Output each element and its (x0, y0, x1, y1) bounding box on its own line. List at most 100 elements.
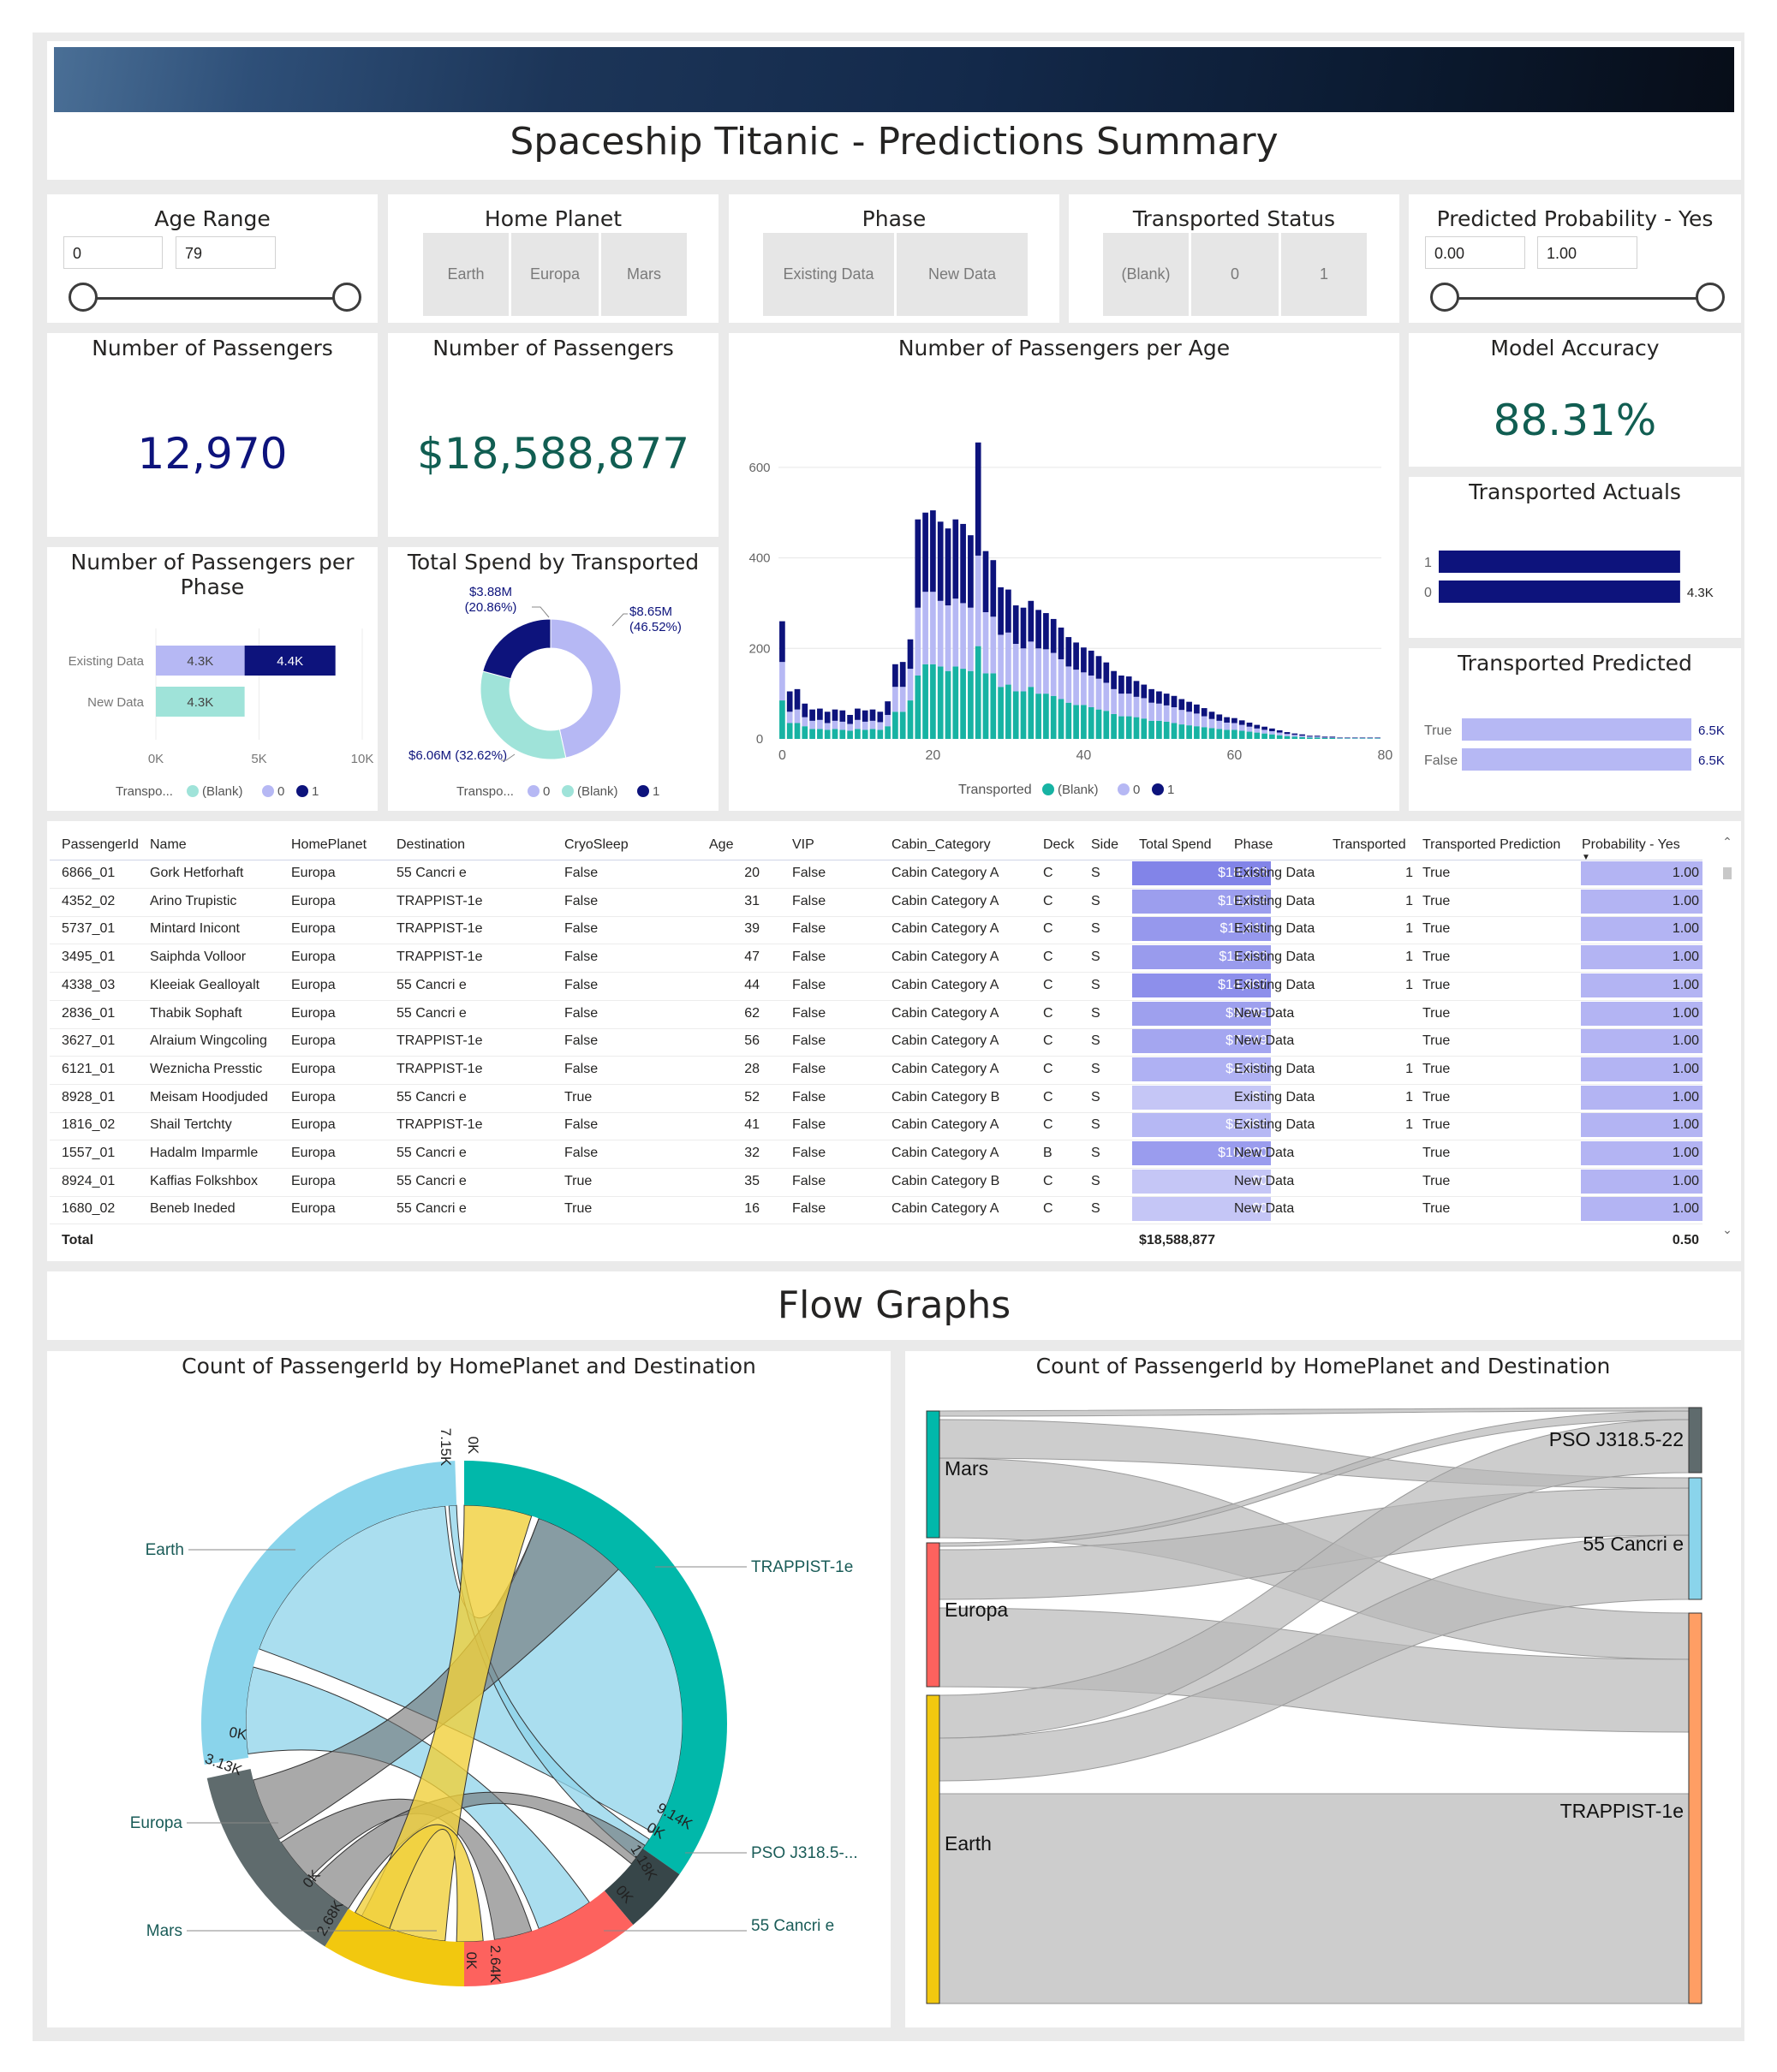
probability-min-handle[interactable] (1430, 283, 1459, 312)
bar-segment (907, 669, 914, 701)
table-row[interactable]: 4338_03 Kleeiak Gealloyalt Europa 55 Cancri… (50, 972, 1702, 1001)
home-planet-option-earth[interactable]: Earth (423, 233, 509, 316)
table-row[interactable]: 1680_02 Beneb Ineded Europa 55 Cancri e True… (50, 1195, 1702, 1225)
phase-title: Phase (862, 206, 927, 231)
table-cell: 1.00 (1672, 921, 1699, 937)
table-card (47, 821, 1741, 1261)
probability-cell-bg (1581, 917, 1702, 942)
probability-max-handle[interactable] (1696, 283, 1725, 312)
column-header[interactable]: CryoSleep (564, 837, 629, 852)
table-cell: 31 (744, 893, 760, 908)
bar-segment (1321, 737, 1328, 738)
scroll-down-icon[interactable]: ⌄ (1722, 1223, 1732, 1236)
table-row[interactable]: 3495_01 Saiphda Volloor Europa TRAPPIST-1e F… (50, 944, 1702, 973)
bar-segment (877, 722, 884, 730)
column-header[interactable]: Deck (1043, 837, 1075, 852)
bar-segment (1050, 652, 1057, 696)
status-option-1[interactable]: 1 (1281, 233, 1367, 316)
table-row[interactable]: 5737_01 Mintard Inicont Europa TRAPPIST-1e F… (50, 915, 1702, 945)
bar-data-label: 6.5K (1698, 753, 1725, 768)
bar-segment (1163, 721, 1170, 739)
table-row[interactable]: 6866_01 Gork Hetforhaft Europa 55 Cancri e F… (50, 860, 1702, 889)
bar-segment (1081, 647, 1087, 673)
column-header[interactable]: PassengerId (62, 837, 139, 852)
table-cell: Existing Data (1234, 866, 1315, 880)
table-cell: 55 Cancri e (397, 1146, 467, 1160)
bar-segment (899, 662, 906, 688)
table-row[interactable]: 2836_01 Thabik Sophaft Europa 55 Cancri e Fa… (50, 1000, 1702, 1029)
phase-option-existing[interactable]: Existing Data (763, 233, 894, 316)
table-scrollbar[interactable]: ⌃ ⌄ (1721, 835, 1733, 1237)
bar-segment (1118, 676, 1124, 694)
column-header[interactable]: HomePlanet (291, 837, 367, 852)
table-cell: 1680_02 (62, 1201, 116, 1217)
table-cell: S (1091, 950, 1100, 965)
column-header[interactable]: Phase (1234, 837, 1273, 852)
sort-desc-icon[interactable]: ▼ (1582, 853, 1590, 862)
phase-option-new[interactable]: New Data (897, 233, 1028, 316)
column-header[interactable]: Transported (1333, 837, 1406, 852)
table-cell: 1.00 (1672, 866, 1699, 880)
table-row[interactable]: 8928_01 Meisam Hoodjuded Europa 55 Cancri e… (50, 1084, 1702, 1113)
column-header[interactable]: Transported Prediction (1422, 837, 1561, 852)
bar-segment (1156, 691, 1162, 704)
table-cell: 41 (744, 1117, 760, 1133)
table-row[interactable]: 3627_01 Alraium Wingcoling Europa TRAPPIST-… (50, 1027, 1702, 1057)
table-row[interactable]: 4352_02 Arino Trupistic Europa TRAPPIST-1e F… (50, 888, 1702, 917)
bar-segment (1156, 703, 1162, 721)
bar-segment (930, 664, 936, 739)
sankey-source-node (926, 1410, 940, 1539)
table-cell: New Data (1234, 1146, 1295, 1160)
table-cell: 1.00 (1672, 1201, 1699, 1217)
legend-dot (1042, 783, 1054, 795)
age-min-handle[interactable] (69, 283, 98, 312)
bar-segment (1231, 717, 1237, 723)
bar-segment (1246, 726, 1253, 732)
table-row[interactable]: 8924_01 Kaffias Folkshbox Europa 55 Cancri … (50, 1168, 1702, 1197)
leader-line (532, 606, 550, 618)
table-cell: 1816_02 (62, 1117, 116, 1133)
table-cell: False (792, 1033, 826, 1049)
bar-segment (892, 687, 898, 712)
scroll-thumb[interactable] (1723, 867, 1732, 879)
chord-label-europa: Europa (130, 1814, 183, 1832)
bar-segment (1337, 737, 1343, 739)
age-max-handle[interactable] (332, 283, 361, 312)
column-header[interactable]: Side (1091, 837, 1119, 852)
column-header[interactable]: Age (709, 837, 734, 852)
status-option-0[interactable]: 0 (1191, 233, 1279, 316)
age-chart-card: Number of Passengers per Age 0 200 400 600 0… (729, 333, 1399, 811)
column-header[interactable]: Probability - Yes (1582, 837, 1680, 852)
age-min-input[interactable]: 0 (63, 236, 163, 269)
bar-segment (1254, 728, 1261, 733)
column-header[interactable]: Name (150, 837, 187, 852)
age-max-input[interactable]: 79 (176, 236, 276, 269)
bar-segment (1299, 734, 1305, 736)
bar-segment (1238, 724, 1245, 731)
home-planet-option-mars[interactable]: Mars (601, 233, 687, 316)
probability-max-input[interactable]: 1.00 (1537, 236, 1637, 269)
table-row[interactable]: 6121_01 Weznicha Presstic Europa TRAPPIST-1… (50, 1056, 1702, 1085)
status-option-blank[interactable]: (Blank) (1103, 233, 1189, 316)
bar-segment (1178, 724, 1185, 739)
bar-segment (855, 729, 861, 739)
bar-segment (1359, 738, 1366, 739)
table-cell: 1 (1405, 866, 1413, 880)
column-header[interactable]: Destination (397, 837, 466, 852)
bar-segment (1005, 684, 1011, 739)
sankey-link-earth-trappist (939, 1793, 1690, 2004)
bar-segment (1081, 705, 1087, 739)
home-planet-option-europa[interactable]: Europa (511, 233, 599, 316)
column-header[interactable]: Total Spend (1139, 837, 1212, 852)
table-row[interactable]: 1816_02 Shail Tertchty Europa TRAPPIST-1e Fa… (50, 1111, 1702, 1141)
spend-cell-bg (1132, 1197, 1271, 1222)
bar-segment (869, 709, 876, 721)
probability-min-input[interactable]: 0.00 (1425, 236, 1525, 269)
column-header[interactable]: Cabin_Category (891, 837, 991, 852)
bar-segment (1058, 627, 1064, 659)
table-row[interactable]: 1557_01 Hadalm Imparmle Europa 55 Cancri e F… (50, 1140, 1702, 1169)
bar-segment (1088, 650, 1094, 676)
scroll-up-icon[interactable]: ⌃ (1722, 835, 1732, 848)
bar-segment (885, 701, 891, 715)
column-header[interactable]: VIP (792, 837, 814, 852)
